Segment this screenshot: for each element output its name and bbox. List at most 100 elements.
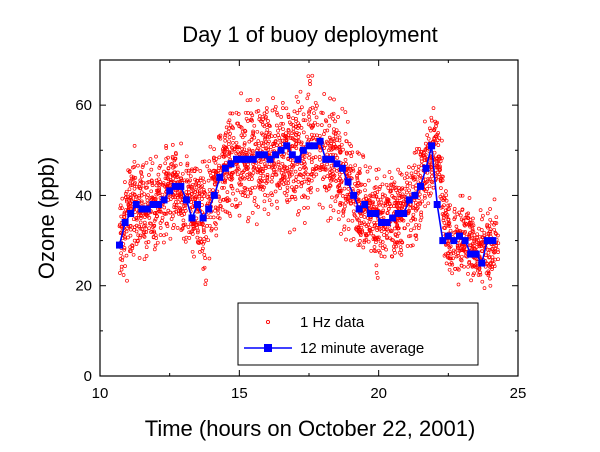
raw-data-point — [423, 195, 427, 200]
raw-data-point — [313, 106, 318, 111]
raw-data-point — [357, 243, 362, 247]
raw-data-point — [381, 208, 386, 213]
raw-data-point — [363, 194, 368, 198]
raw-data-point — [414, 150, 419, 155]
raw-data-point — [414, 186, 418, 191]
raw-data-point — [479, 249, 484, 253]
raw-data-point — [280, 138, 285, 143]
raw-data-point — [483, 264, 488, 269]
raw-data-point — [336, 130, 341, 135]
raw-data-point — [274, 123, 279, 128]
raw-data-point — [274, 199, 279, 204]
raw-data-point — [286, 112, 291, 117]
raw-data-point — [331, 172, 336, 176]
raw-data-point — [379, 254, 384, 259]
raw-data-point — [493, 231, 498, 235]
raw-data-point — [321, 177, 325, 181]
raw-data-point — [135, 184, 139, 189]
raw-data-point — [265, 175, 270, 179]
raw-data-point — [453, 267, 458, 271]
raw-data-point — [179, 176, 184, 181]
raw-data-point — [185, 163, 190, 168]
raw-data-point — [195, 230, 200, 235]
raw-data-point — [383, 193, 387, 198]
raw-data-point — [490, 220, 494, 225]
raw-data-point — [311, 136, 315, 141]
raw-data-point — [142, 235, 147, 239]
raw-data-point — [328, 204, 333, 209]
average-point — [199, 214, 207, 222]
raw-data-point — [198, 176, 203, 181]
raw-data-point — [305, 172, 310, 177]
raw-data-point — [299, 173, 303, 177]
raw-data-point — [442, 253, 447, 258]
raw-data-point — [419, 156, 424, 161]
raw-data-point — [255, 97, 260, 102]
raw-data-point — [235, 188, 240, 193]
average-point — [221, 164, 229, 172]
average-point — [467, 250, 475, 258]
raw-data-point — [247, 147, 251, 152]
raw-data-point — [372, 237, 377, 241]
raw-data-point — [376, 248, 381, 253]
average-point — [333, 160, 341, 168]
raw-data-point — [411, 206, 416, 211]
average-point — [177, 182, 185, 190]
raw-data-point — [144, 240, 149, 245]
raw-data-point — [432, 150, 437, 155]
raw-data-point — [227, 118, 232, 123]
raw-data-point — [186, 184, 191, 189]
raw-data-point — [431, 106, 436, 110]
raw-data-point — [228, 214, 233, 218]
raw-data-point — [325, 152, 330, 157]
raw-data-point — [147, 173, 151, 177]
raw-data-point — [400, 192, 405, 197]
raw-data-point — [220, 207, 225, 212]
raw-data-point — [267, 123, 271, 128]
average-point — [227, 160, 235, 168]
raw-data-point — [344, 150, 349, 155]
raw-data-point — [158, 164, 163, 168]
raw-data-point — [292, 227, 297, 232]
average-point — [255, 151, 263, 159]
raw-data-point — [208, 215, 213, 220]
raw-data-point — [263, 164, 268, 169]
raw-data-point — [141, 234, 146, 238]
raw-data-point — [119, 264, 124, 269]
raw-data-point — [427, 184, 432, 189]
raw-data-point — [223, 135, 227, 140]
raw-data-point — [190, 186, 195, 191]
raw-data-point — [217, 134, 221, 139]
raw-data-point — [135, 238, 140, 243]
raw-data-point — [312, 174, 316, 179]
raw-data-point — [310, 124, 315, 129]
raw-data-point — [409, 228, 413, 233]
average-point — [299, 146, 307, 154]
average-point — [361, 201, 369, 208]
y-axis-label: Ozone (ppb) — [34, 157, 59, 279]
raw-data-point — [223, 133, 228, 137]
raw-data-point — [310, 167, 315, 171]
raw-data-point — [419, 159, 424, 164]
raw-data-point — [391, 238, 395, 243]
raw-data-point — [385, 236, 389, 241]
raw-data-point — [335, 193, 340, 198]
raw-data-point — [261, 169, 265, 174]
raw-data-point — [294, 142, 299, 147]
raw-data-point — [291, 126, 296, 131]
raw-data-point — [174, 203, 179, 208]
raw-data-point — [140, 174, 144, 179]
raw-data-point — [368, 165, 372, 170]
average-point — [450, 237, 458, 245]
raw-data-point — [348, 151, 352, 155]
raw-data-point — [172, 223, 176, 227]
raw-data-point — [368, 217, 373, 222]
raw-data-point — [231, 136, 236, 140]
raw-data-point — [290, 185, 294, 190]
raw-data-point — [392, 180, 397, 185]
raw-data-point — [246, 219, 250, 224]
x-tick-label: 25 — [510, 385, 527, 402]
raw-data-point — [361, 155, 366, 159]
raw-data-point — [484, 261, 489, 266]
raw-data-point — [162, 240, 166, 245]
